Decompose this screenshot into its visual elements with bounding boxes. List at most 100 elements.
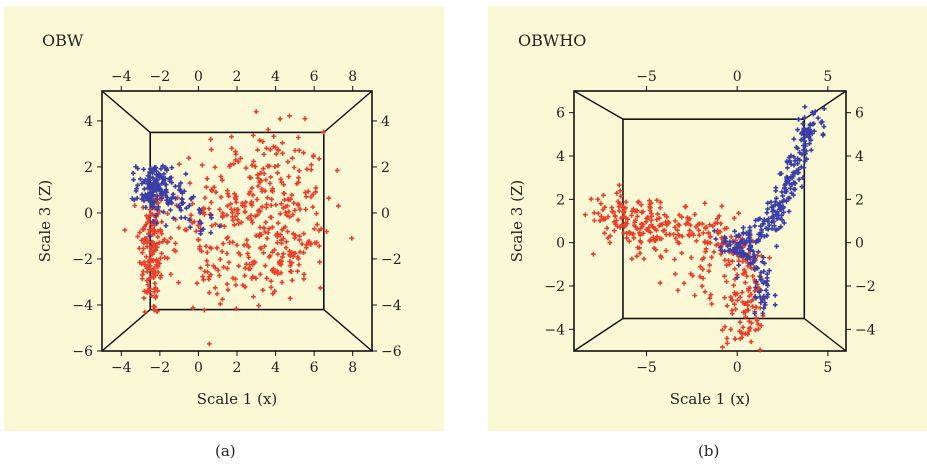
data-point (141, 240, 147, 246)
data-point (799, 184, 805, 190)
data-point (273, 151, 279, 157)
data-point (254, 197, 260, 202)
data-point (648, 222, 654, 228)
data-point (676, 233, 682, 238)
data-point (274, 231, 280, 236)
data-point (280, 251, 286, 257)
data-point (280, 140, 285, 146)
data-point (151, 270, 157, 276)
data-point (279, 280, 285, 285)
y-tick-label-right: −4 (381, 298, 402, 314)
data-point (163, 165, 169, 171)
data-point (616, 208, 622, 214)
data-point (152, 281, 158, 286)
data-point (301, 150, 306, 156)
data-point (272, 164, 278, 169)
data-point (626, 230, 632, 235)
data-point (737, 245, 743, 251)
data-point (712, 220, 718, 226)
data-point (791, 186, 797, 192)
data-point (267, 253, 273, 259)
data-point (764, 294, 770, 300)
data-point (316, 156, 322, 162)
data-point (284, 239, 289, 245)
data-point (781, 220, 787, 226)
data-point (155, 288, 161, 294)
data-point (765, 283, 770, 288)
data-point (146, 231, 152, 237)
data-point (135, 182, 141, 188)
data-point (707, 295, 713, 301)
data-point (699, 283, 705, 289)
data-point (176, 203, 182, 209)
x-tick-label-bottom: −2 (150, 360, 171, 376)
data-point (206, 206, 212, 212)
data-point (770, 203, 776, 209)
data-point (722, 295, 727, 301)
data-point (189, 195, 194, 201)
data-point (149, 222, 155, 227)
data-point (264, 275, 270, 281)
data-point (217, 207, 223, 212)
data-point (242, 284, 248, 290)
data-point (144, 244, 150, 249)
data-point (687, 228, 693, 233)
data-point (673, 236, 679, 241)
data-point (176, 183, 182, 189)
data-point (764, 275, 770, 281)
data-point (798, 137, 804, 143)
data-point (756, 326, 761, 332)
data-point (186, 203, 192, 209)
data-point (284, 212, 290, 218)
data-point (268, 214, 273, 220)
data-point (233, 149, 238, 155)
data-point (251, 294, 256, 300)
data-point (801, 147, 806, 153)
data-point (304, 242, 310, 248)
data-point (245, 251, 251, 256)
data-point (723, 236, 728, 241)
data-point (150, 201, 155, 207)
data-point (229, 134, 234, 140)
data-point (173, 240, 178, 246)
data-point (301, 231, 307, 237)
x-tick-label-top: −4 (111, 69, 132, 85)
data-point (150, 175, 156, 181)
data-point (265, 127, 271, 133)
data-point (764, 233, 770, 238)
data-point (257, 170, 263, 176)
data-point (213, 221, 218, 227)
data-point (155, 234, 161, 240)
data-point (255, 147, 261, 153)
data-point (768, 199, 774, 205)
data-point (761, 293, 767, 299)
data-point (815, 115, 821, 121)
data-point (287, 252, 293, 258)
data-point (260, 166, 266, 172)
data-point (176, 280, 181, 285)
y-tick-label-left: 4 (84, 114, 93, 130)
data-point (130, 170, 136, 176)
data-point (773, 212, 779, 217)
data-point (598, 201, 604, 207)
data-point (199, 162, 205, 168)
data-point (151, 289, 157, 295)
data-point (592, 218, 597, 223)
data-point (732, 301, 737, 307)
data-point (783, 181, 788, 187)
data-point (636, 230, 642, 236)
data-point (212, 164, 218, 170)
data-point (582, 212, 588, 218)
data-point (141, 166, 147, 172)
caption-a: (a) (215, 442, 236, 460)
data-point (229, 210, 235, 216)
data-point (645, 215, 651, 221)
data-point (209, 215, 214, 221)
data-point (216, 273, 222, 279)
data-point (759, 297, 765, 302)
data-point (278, 270, 284, 276)
data-point (716, 213, 722, 219)
data-point (696, 227, 702, 233)
data-point (303, 206, 309, 212)
data-point (758, 277, 764, 283)
